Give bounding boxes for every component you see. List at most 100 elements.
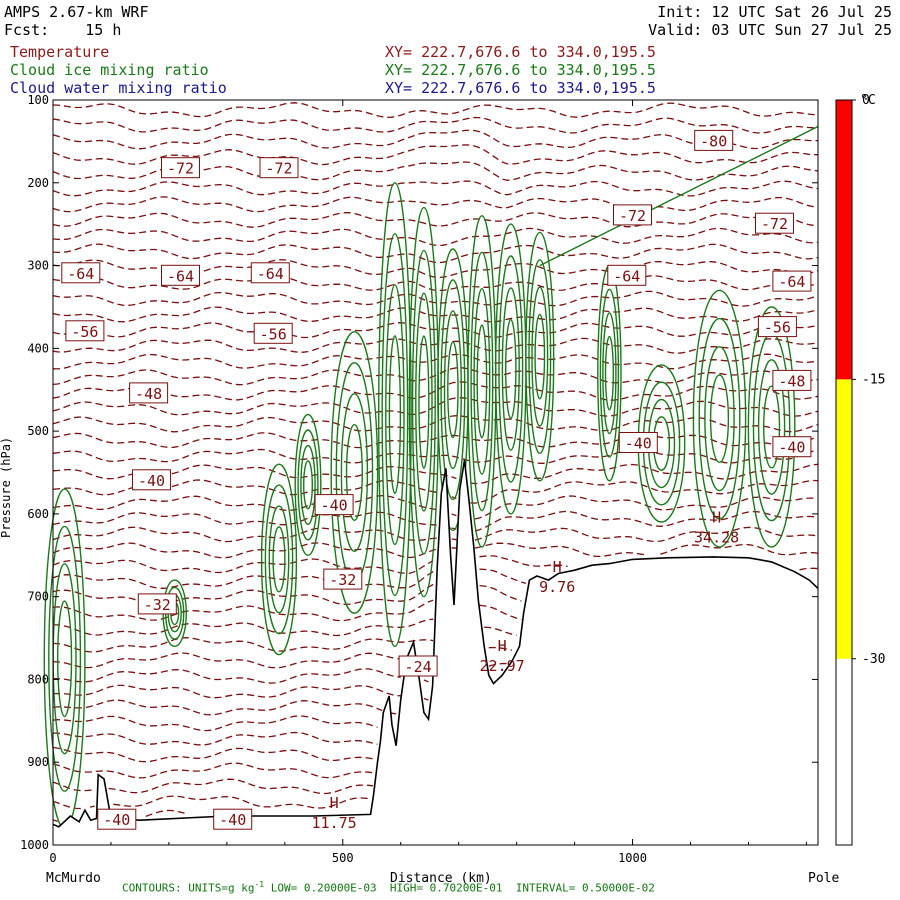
temperature-label: -40: [132, 469, 171, 491]
cloud-ice-contour: [762, 385, 781, 469]
y-tick-label: 300: [27, 259, 49, 273]
temperature-contour: [53, 731, 378, 746]
y-tick-label: 500: [27, 424, 49, 438]
temperature-contour: [52, 144, 818, 166]
temperature-label-box: [129, 382, 169, 404]
cloud-ice-contour: [388, 335, 402, 495]
temperature-label-value: -40: [138, 472, 165, 490]
cloud-ice-contour: [447, 341, 459, 439]
high-label-marker: H: [330, 794, 339, 812]
temperature-contour: [52, 227, 819, 247]
temperature-label: -40: [618, 432, 658, 453]
temperature-label-box: [213, 808, 253, 830]
temperature-contour: [52, 129, 819, 150]
x-tick-label: 0: [49, 851, 56, 865]
temperature-label-value: -72: [167, 160, 194, 178]
y-axis-label: Pressure (hPa): [0, 437, 13, 538]
temperature-contour: [52, 583, 522, 606]
temperature-label: -72: [259, 157, 299, 179]
high-label-marker: H: [712, 508, 721, 526]
field-cloud-water-xy: XY= 222.7,676.6 to 334.0,195.5: [385, 79, 656, 97]
temperature-label: -72: [161, 157, 200, 179]
temperature-label: -72: [755, 212, 794, 234]
x-endpoint-right: Pole: [808, 871, 839, 886]
x-axis-label: Distance (km): [390, 871, 492, 886]
temperature-label: -48: [772, 369, 812, 391]
temperature-label-box: [618, 432, 658, 453]
colorbar-frame: [835, 99, 853, 846]
cloud-ice-contour: [443, 310, 462, 470]
temperature-label-value: -32: [144, 596, 171, 614]
temperature-label-box: [253, 322, 293, 344]
field-cloud-water-name: Cloud water mixing ratio: [10, 79, 227, 97]
contour-info-units: CONTOURS: UNITS=g kg: [122, 881, 255, 895]
temperature-label-value: -64: [257, 265, 284, 283]
temperature-label: -40: [772, 436, 812, 458]
temperature-label-box: [694, 129, 734, 151]
cloud-ice-contour: [534, 313, 546, 400]
cloud-ice-contour: [525, 231, 555, 482]
fcst-value: 15 h: [85, 21, 122, 39]
temperature-contour: [53, 700, 429, 715]
temperature-contour: [52, 397, 819, 417]
cloud-ice-contour: [504, 319, 517, 420]
cloud-ice-contour: [440, 279, 466, 501]
temperature-label-value: -40: [321, 497, 348, 515]
temperature-label: -64: [607, 264, 647, 286]
cloud-ice-contour: [692, 289, 747, 548]
temperature-contour: [53, 618, 517, 637]
cloud-ice-contour: [268, 505, 290, 614]
temperature-label-box: [772, 369, 812, 391]
cloud-ice-contour: [411, 249, 436, 555]
field-cloud-ice-xy: XY= 222.7,676.6 to 334.0,195.5: [385, 61, 656, 79]
temperature-label: -64: [250, 262, 290, 284]
temperature-label-box: [757, 316, 797, 338]
temperature-label: -24: [398, 655, 438, 677]
cloud-ice-contour: [473, 288, 491, 475]
field-cloud-ice-name: Cloud ice mixing ratio: [10, 61, 209, 79]
temperature-label-box: [161, 264, 200, 286]
colorbar-tick-label: -30: [862, 652, 885, 667]
temperature-contour: [53, 716, 396, 731]
field-temperature-name: Temperature: [10, 43, 110, 61]
temperature-label: -40: [97, 808, 137, 830]
temperature-label: -72: [613, 204, 652, 226]
cloud-ice-contour: [56, 600, 73, 718]
cloud-ice-contour: [377, 182, 412, 648]
cloud-ice-contour: [602, 312, 617, 435]
temperature-label-value: -48: [778, 372, 805, 390]
temperature-label: -40: [314, 494, 354, 516]
plot-frame: [52, 99, 819, 846]
temperature-label-box: [398, 655, 438, 677]
temperature-contour: [52, 322, 819, 339]
x-endpoint-left: McMurdo: [46, 871, 101, 886]
cloud-ice-contour: [757, 359, 786, 495]
temperature-label: -64: [61, 262, 101, 284]
high-label: H 11.75: [312, 794, 357, 832]
y-tick-label: 100: [27, 93, 49, 107]
temperature-label-box: [161, 157, 200, 179]
temperature-label-value: -64: [613, 267, 640, 285]
temperature-contour: [52, 746, 374, 763]
temperature-label-box: [613, 204, 652, 226]
colorbar: 0 -15 -30: [835, 93, 885, 846]
temperature-label: -48: [129, 382, 169, 404]
temperature-label-box: [61, 262, 101, 284]
cloud-ice-contour: [528, 259, 552, 455]
temperature-label-box: [772, 270, 812, 292]
temperature-contour: [52, 684, 429, 701]
temperature-label: -40: [213, 808, 253, 830]
temperature-label-box: [65, 320, 105, 342]
temperature-label-box: [755, 212, 794, 234]
terrain-mask: [53, 460, 818, 845]
temperature-label-value: -40: [103, 811, 130, 829]
y-tick-label: 600: [27, 507, 49, 521]
y-tick-label: 700: [27, 590, 49, 604]
high-label: H 22.97: [480, 637, 525, 675]
cloud-ice-contour: [597, 264, 622, 482]
cloud-ice-contour: [418, 335, 430, 469]
temperature-contour: [52, 637, 513, 653]
cloud-ice-contour: [264, 484, 294, 635]
